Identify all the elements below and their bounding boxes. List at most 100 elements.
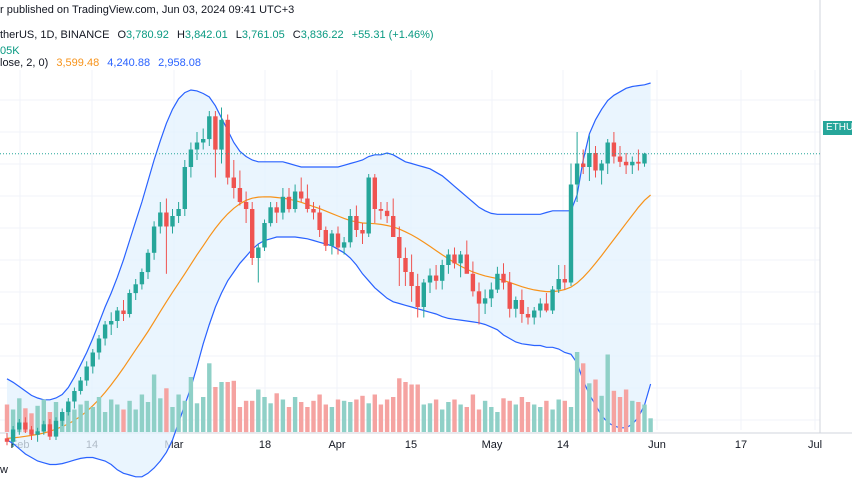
- bollinger-params: lose, 2, 0): [0, 57, 49, 69]
- volume-bar: [292, 397, 298, 432]
- volume-bar: [341, 400, 347, 433]
- volume-bar: [482, 400, 488, 433]
- volume-bar: [35, 405, 40, 433]
- candle-body: [341, 242, 347, 248]
- candle-body: [47, 424, 53, 437]
- candle-body: [213, 116, 218, 150]
- candle-body: [470, 273, 476, 292]
- candle-body: [348, 216, 353, 243]
- volume-bar: [538, 407, 543, 432]
- candle-body: [611, 142, 617, 157]
- volume-bar: [476, 409, 482, 432]
- candle-body: [151, 226, 157, 253]
- volume-bar: [164, 388, 169, 433]
- footer-text: w: [0, 464, 8, 476]
- volume-bar: [464, 407, 469, 432]
- candle-body: [556, 279, 561, 290]
- candle-body: [599, 163, 604, 171]
- volume-bar: [207, 363, 212, 433]
- volume-bar: [274, 393, 279, 433]
- volume-bar: [84, 400, 89, 433]
- candle-body: [286, 196, 292, 210]
- candle-body: [115, 310, 120, 321]
- volume-bar: [397, 378, 402, 433]
- volume-bar: [102, 412, 108, 432]
- candle-body: [636, 161, 641, 164]
- volume-bar: [151, 374, 157, 432]
- candle-body: [538, 303, 543, 311]
- bollinger-line: lose, 2, 0) 3,599.48 4,240.88 2,958.08: [0, 57, 206, 69]
- last-price-label: ETHUSDT: [823, 121, 852, 135]
- candle-body: [53, 420, 59, 437]
- candle-body: [305, 198, 310, 209]
- candle-body: [581, 163, 586, 167]
- candle-body: [378, 209, 384, 211]
- volume-bar: [378, 404, 384, 432]
- volume-bar: [489, 407, 494, 432]
- candle-body: [642, 153, 647, 164]
- candle-body: [623, 161, 629, 166]
- volume-bar: [243, 400, 249, 433]
- volume-bar: [501, 398, 506, 433]
- volume-bar: [72, 409, 77, 432]
- volume-bar: [642, 404, 647, 432]
- candle-body: [574, 163, 580, 185]
- candle-body: [384, 210, 390, 217]
- volume-bar: [556, 399, 561, 432]
- candle-body: [329, 233, 335, 246]
- candle-body: [317, 212, 322, 230]
- candle-body: [29, 429, 34, 435]
- volume-bar: [90, 407, 95, 432]
- candle-body: [207, 116, 212, 140]
- volume-bar: [623, 389, 629, 432]
- volume-bar: [329, 407, 335, 432]
- x-tick-label: Jun: [648, 439, 666, 451]
- volume-bar: [286, 407, 292, 432]
- candle-body: [544, 303, 549, 311]
- volume-bar: [53, 402, 59, 432]
- candle-body: [550, 289, 555, 311]
- high-value: H3,842.01: [176, 29, 228, 41]
- volume-bar: [121, 409, 126, 432]
- volume-bar: [133, 409, 138, 432]
- volume-bar: [231, 380, 236, 433]
- volume-bar: [605, 354, 610, 432]
- low-value: L3,761.05: [235, 29, 285, 41]
- x-tick-label: 18: [259, 439, 271, 451]
- volume-bar: [593, 379, 598, 432]
- candle-body: [354, 216, 359, 230]
- volume-bar: [409, 384, 414, 432]
- volume-bar: [587, 383, 592, 433]
- candle-body: [262, 223, 267, 248]
- volume-bar: [611, 390, 617, 433]
- candle-body: [482, 298, 488, 304]
- volume-bar: [550, 409, 555, 432]
- candle-body: [587, 153, 592, 167]
- x-tick-label: 15: [405, 439, 417, 451]
- bollinger-upper-line: [6, 82, 651, 401]
- bollinger-lower-value: 2,958.08: [158, 57, 201, 69]
- volume-bar: [532, 404, 537, 432]
- volume-bar: [348, 402, 353, 432]
- volume-bar: [544, 400, 549, 433]
- ohlc-line: therUS, 1D, BINANCE O3,780.92 H3,842.01 …: [0, 29, 439, 41]
- volume-bar: [311, 400, 316, 433]
- candle-body: [446, 254, 451, 265]
- candle-body: [109, 321, 114, 325]
- volume-bar: [237, 407, 243, 432]
- candle-body: [176, 209, 181, 216]
- bollinger-basis-value: 3,599.48: [56, 57, 100, 69]
- candle-body: [268, 207, 273, 224]
- volume-bar: [127, 400, 132, 433]
- candle-body: [335, 233, 341, 248]
- volume-bar: [17, 398, 22, 433]
- volume-value: 05K: [0, 45, 20, 57]
- candle-body: [452, 254, 457, 264]
- volume-bar: [262, 397, 267, 432]
- candle-body: [323, 230, 328, 246]
- open-value: O3,780.92: [117, 29, 169, 41]
- volume-bar: [317, 394, 322, 432]
- candle-body: [158, 212, 163, 227]
- volume-bar: [323, 404, 328, 432]
